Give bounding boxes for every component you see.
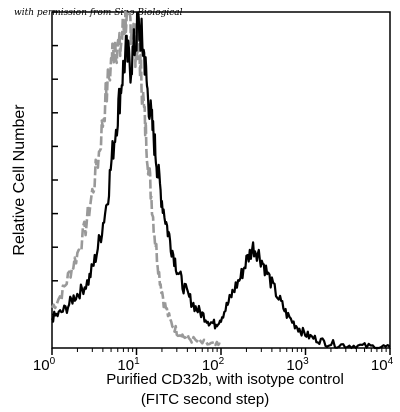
x-tick-label-3: 103 bbox=[286, 356, 309, 374]
x-tick-label-2: 102 bbox=[202, 356, 225, 374]
series-layer bbox=[50, 10, 391, 350]
series-line-1 bbox=[50, 11, 391, 350]
plot-frame bbox=[51, 11, 391, 349]
x-axis-ticks: 100 101 102 103 104 bbox=[33, 348, 394, 374]
y-axis-ticks bbox=[52, 11, 58, 316]
x-tick-label-0: 100 bbox=[33, 356, 56, 374]
x-axis-label-line-1: Purified CD32b, with isotype control bbox=[106, 371, 344, 388]
x-tick-label-4: 104 bbox=[371, 356, 394, 374]
x-tick-label-1: 101 bbox=[117, 356, 140, 374]
series-line-0 bbox=[50, 10, 223, 347]
y-axis-label: Relative Cell Number bbox=[11, 104, 28, 256]
x-axis-label-line-2: (FITC second step) bbox=[141, 391, 269, 408]
credit-text: with permission from Sino Biological bbox=[14, 8, 183, 18]
